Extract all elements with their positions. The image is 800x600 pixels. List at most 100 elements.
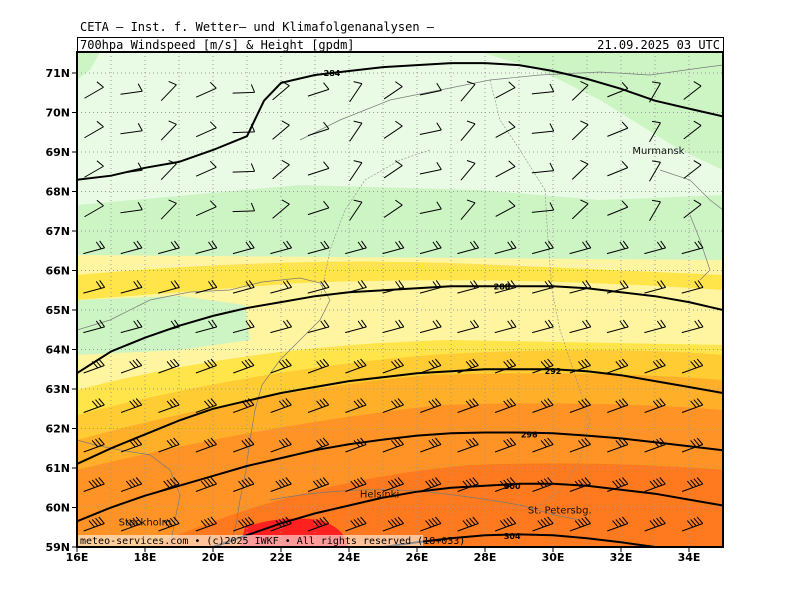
wind-barb	[460, 199, 476, 220]
wind-barb	[349, 160, 363, 182]
wind-barb	[383, 120, 403, 139]
wind-barb	[272, 120, 290, 140]
wind-barb	[649, 120, 661, 143]
wind-barb	[345, 516, 367, 532]
contour-284	[77, 62, 723, 181]
wind-barb	[232, 84, 256, 94]
valid-time: 21.09.2025 03 UTC	[597, 38, 720, 52]
wind-barb	[232, 202, 256, 213]
wind-barb	[307, 121, 330, 137]
wind-barb	[457, 398, 479, 413]
contour-304	[382, 533, 656, 547]
subtitle-frame	[77, 37, 724, 53]
wind-barb	[383, 199, 403, 218]
wind-barb	[681, 398, 704, 413]
wind-barb	[683, 199, 702, 219]
wind-barb	[649, 160, 661, 182]
wind-barb	[649, 199, 661, 222]
wind-barb	[349, 81, 363, 103]
wind-barb	[495, 160, 516, 178]
wind-barb	[531, 202, 555, 213]
contour-296	[77, 431, 723, 523]
wind-barb	[120, 319, 143, 334]
lat-label: 63N	[45, 383, 70, 396]
wind-barb	[195, 477, 217, 492]
wind-barb	[681, 516, 704, 532]
wind-barb	[307, 477, 330, 492]
contour-label-304: 304	[504, 532, 521, 541]
wind-barb	[345, 240, 367, 255]
wind-barb	[457, 358, 479, 374]
wind-barb	[120, 477, 143, 492]
wind-barb	[681, 358, 704, 374]
wind-barb	[158, 516, 180, 532]
lon-label: 24E	[338, 551, 361, 564]
wind-barb	[607, 516, 629, 532]
map-subtitle: 700hpa_Windspeed_[m/s]_&_Height_[gpdm]	[80, 38, 355, 52]
wind-barb	[307, 82, 330, 97]
wind-barb	[345, 319, 367, 334]
wind-barb	[532, 240, 554, 255]
wind-barb	[495, 81, 516, 99]
wind-barb	[233, 516, 255, 532]
lon-label: 26E	[406, 551, 429, 564]
lat-label: 69N	[45, 146, 70, 159]
wind-barb	[382, 437, 404, 453]
contour-292	[77, 368, 723, 465]
wind-barb	[307, 240, 330, 255]
wind-barb	[160, 80, 177, 102]
wind-barb	[383, 160, 403, 179]
lon-label: 32E	[610, 551, 633, 564]
wind-barb	[532, 319, 554, 334]
wind-barb	[457, 516, 479, 532]
wind-barb	[420, 437, 442, 453]
wind-barb	[420, 516, 442, 532]
wind-barb	[644, 477, 666, 492]
wind-barb	[307, 161, 330, 176]
lat-label: 66N	[45, 265, 70, 278]
wind-barb	[494, 240, 517, 255]
wind-barb	[681, 437, 704, 453]
wind-barb	[195, 160, 217, 177]
wind-barb	[607, 358, 629, 374]
copyright-text: meteo-services.com • (c)2025 IWKF • All …	[80, 536, 465, 547]
lat-label: 67N	[45, 225, 70, 238]
wind-barb	[382, 516, 404, 532]
wind-barb	[382, 240, 405, 255]
wind-barb	[460, 120, 476, 141]
wind-barb	[272, 199, 290, 219]
wind-barb	[420, 398, 442, 413]
wind-barb	[683, 160, 702, 179]
wind-barb	[233, 437, 255, 453]
lon-label: 18E	[134, 551, 157, 564]
wind-barb	[233, 358, 255, 374]
wind-barb	[419, 161, 442, 175]
wind-barb	[681, 319, 704, 334]
wind-barb	[495, 121, 516, 138]
coastline-2	[269, 489, 581, 521]
fill-light-green-patch	[77, 296, 250, 355]
coastline-5	[689, 214, 711, 281]
wind-barb	[494, 437, 517, 453]
wind-barb	[195, 200, 217, 217]
wind-barb	[270, 358, 292, 374]
wind-barb	[457, 437, 479, 453]
fill-light-green-mid	[77, 185, 723, 265]
lon-label: 16E	[66, 551, 89, 564]
wind-barb	[571, 199, 589, 220]
wind-barb	[494, 516, 517, 532]
lat-label: 60N	[45, 502, 70, 515]
wind-barb	[494, 398, 517, 413]
wind-barb	[532, 437, 554, 453]
wind-barb	[158, 240, 180, 255]
wind-barb	[532, 398, 554, 413]
contour-label-288: 288	[494, 282, 511, 291]
wind-barb	[349, 199, 363, 221]
border-1	[539, 189, 591, 506]
lat-label: 65N	[45, 304, 70, 317]
lon-label: 22E	[270, 551, 293, 564]
wind-barb	[83, 280, 106, 294]
map-frame	[76, 51, 724, 548]
wind-barb	[681, 477, 704, 492]
